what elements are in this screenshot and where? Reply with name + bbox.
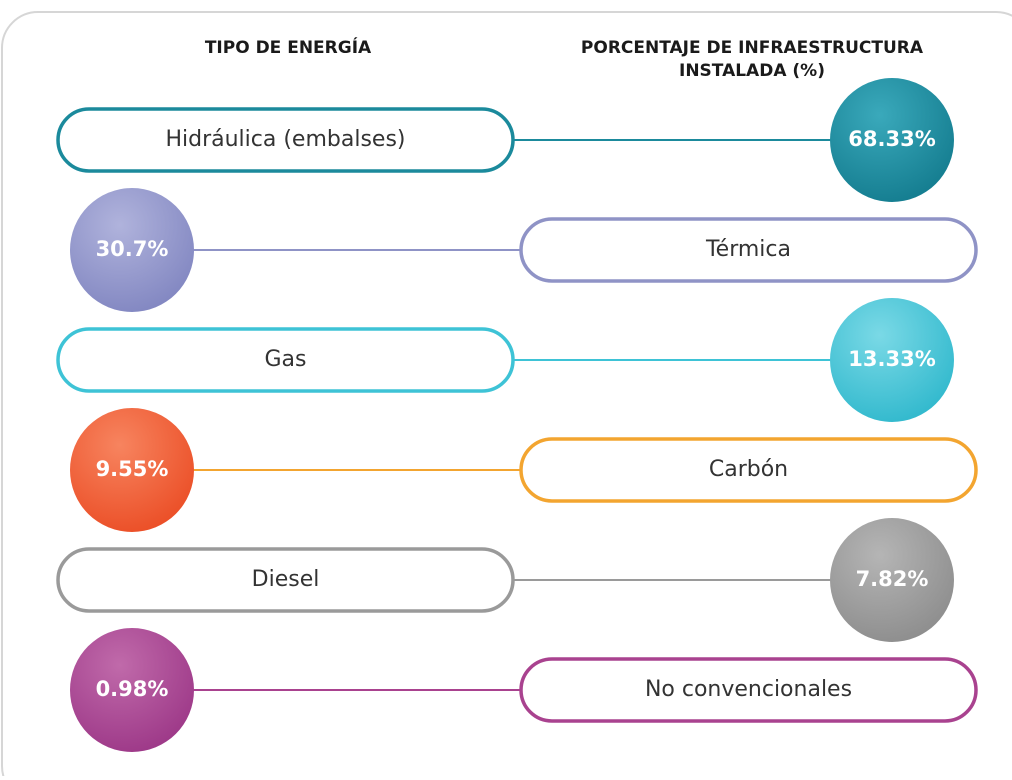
label-pill [56, 547, 515, 613]
percent-circle [830, 78, 954, 202]
energy-label: Diesel [252, 567, 320, 592]
percent-value: 0.98% [96, 677, 169, 701]
percent-header: PORCENTAJE DE INFRAESTRUCTURA [581, 38, 924, 58]
rows: Hidráulica (embalses) 68.33% Térmica 30.7% G… [56, 78, 978, 752]
energy-label: Térmica [705, 237, 791, 262]
type-header: TIPO DE ENERGÍA [205, 36, 372, 58]
percent-value: 13.33% [848, 347, 935, 371]
label-pill [519, 437, 978, 503]
percent-circle [830, 298, 954, 422]
energy-label: Hidráulica (embalses) [165, 127, 405, 152]
percent-circle [70, 408, 194, 532]
percent-value: 7.82% [856, 567, 929, 591]
label-pill [56, 327, 515, 393]
percent-value: 9.55% [96, 457, 169, 481]
energy-label: Carbón [709, 457, 788, 482]
percent-circle [70, 628, 194, 752]
label-pill [519, 657, 978, 723]
percent-value: 30.7% [96, 237, 169, 261]
percent-header: INSTALADA (%) [679, 61, 825, 81]
energy-label: Gas [265, 347, 307, 372]
percent-circle [70, 188, 194, 312]
label-pill [519, 217, 978, 283]
percent-circle [830, 518, 954, 642]
percent-value: 68.33% [848, 127, 935, 151]
energy-label: No convencionales [645, 677, 852, 702]
label-pill [56, 107, 515, 173]
